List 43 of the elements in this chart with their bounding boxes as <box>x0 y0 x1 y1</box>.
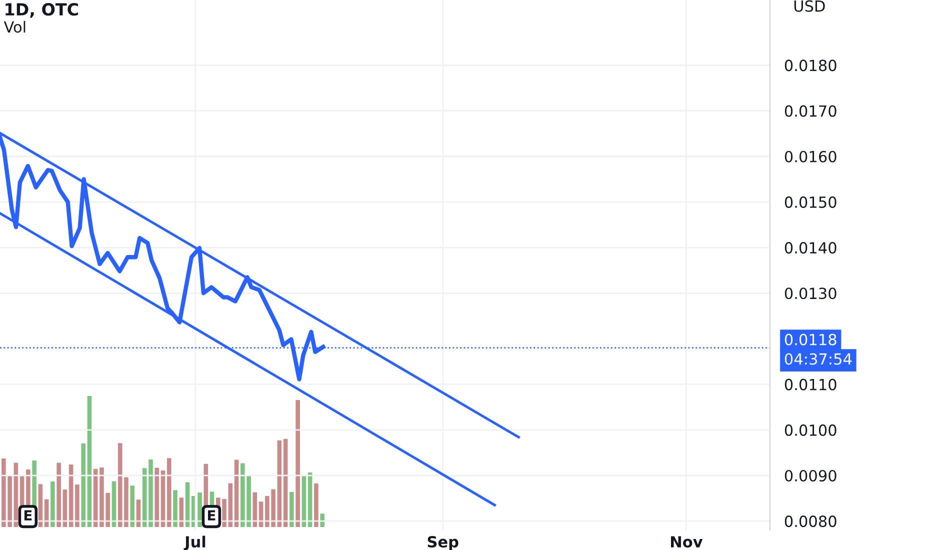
y-tick-label: 0.0100 <box>784 424 836 436</box>
bar <box>234 460 239 527</box>
y-tick-label: 0.0180 <box>784 60 836 72</box>
bar <box>38 484 43 527</box>
bar <box>154 468 160 527</box>
y-tick-label: 0.0090 <box>784 470 836 482</box>
bar <box>112 481 116 527</box>
y-tick-label: 0.0150 <box>784 196 836 208</box>
bar <box>296 400 300 527</box>
annotation: E <box>24 510 32 520</box>
y-tick-label: 0.0080 <box>784 516 836 528</box>
bar <box>87 396 92 527</box>
bar <box>173 490 178 527</box>
bar <box>228 483 233 527</box>
bar <box>320 514 324 527</box>
chart-title: Vol <box>4 20 26 33</box>
ref-line-label: 0.0118 <box>784 334 836 346</box>
y-tick-label: 0.0170 <box>784 105 836 117</box>
bar <box>277 440 282 527</box>
bar <box>290 492 294 527</box>
bar <box>50 482 55 527</box>
y-tick-label: 0.0110 <box>784 378 836 390</box>
bar <box>179 498 184 527</box>
y-tick-label: 0.0160 <box>784 150 836 162</box>
bar <box>75 484 80 527</box>
bar <box>198 492 202 527</box>
x-tick-label: Jul <box>184 536 206 550</box>
bar <box>62 490 68 527</box>
bar <box>314 484 318 527</box>
bar <box>166 458 172 527</box>
bar <box>185 482 190 527</box>
annotation: E <box>208 510 216 520</box>
chart-title: 1D, OTC <box>6 3 78 18</box>
bar <box>130 486 135 527</box>
y-tick-label: 0.0140 <box>784 242 836 254</box>
y-tick-label: 0.0130 <box>784 288 836 300</box>
y-axis-title: USD <box>794 0 825 12</box>
text: 04:37:54 <box>784 353 852 365</box>
bar <box>68 464 74 527</box>
bar <box>81 443 86 527</box>
bar <box>283 438 288 527</box>
x-tick-label: Nov <box>671 536 703 548</box>
bar <box>56 462 61 527</box>
